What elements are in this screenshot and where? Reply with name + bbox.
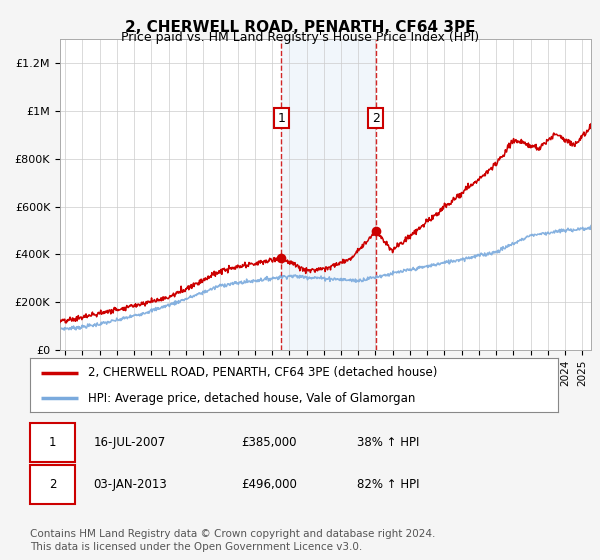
Text: 1: 1	[277, 111, 286, 124]
Text: Contains HM Land Registry data © Crown copyright and database right 2024.
This d: Contains HM Land Registry data © Crown c…	[30, 529, 436, 552]
Text: 03-JAN-2013: 03-JAN-2013	[94, 478, 167, 491]
Text: HPI: Average price, detached house, Vale of Glamorgan: HPI: Average price, detached house, Vale…	[88, 392, 415, 405]
Text: £385,000: £385,000	[241, 436, 297, 449]
Text: £496,000: £496,000	[241, 478, 297, 491]
Text: 1: 1	[49, 436, 56, 449]
FancyBboxPatch shape	[30, 423, 75, 461]
Text: 2, CHERWELL ROAD, PENARTH, CF64 3PE: 2, CHERWELL ROAD, PENARTH, CF64 3PE	[125, 20, 475, 35]
Text: 82% ↑ HPI: 82% ↑ HPI	[358, 478, 420, 491]
Text: 2: 2	[372, 111, 380, 124]
Text: 16-JUL-2007: 16-JUL-2007	[94, 436, 166, 449]
Bar	[281, 39, 376, 350]
FancyBboxPatch shape	[30, 465, 75, 504]
Text: 2, CHERWELL ROAD, PENARTH, CF64 3PE (detached house): 2, CHERWELL ROAD, PENARTH, CF64 3PE (det…	[88, 366, 437, 379]
Text: 38% ↑ HPI: 38% ↑ HPI	[358, 436, 420, 449]
Text: 2: 2	[49, 478, 56, 491]
Text: Price paid vs. HM Land Registry's House Price Index (HPI): Price paid vs. HM Land Registry's House …	[121, 31, 479, 44]
